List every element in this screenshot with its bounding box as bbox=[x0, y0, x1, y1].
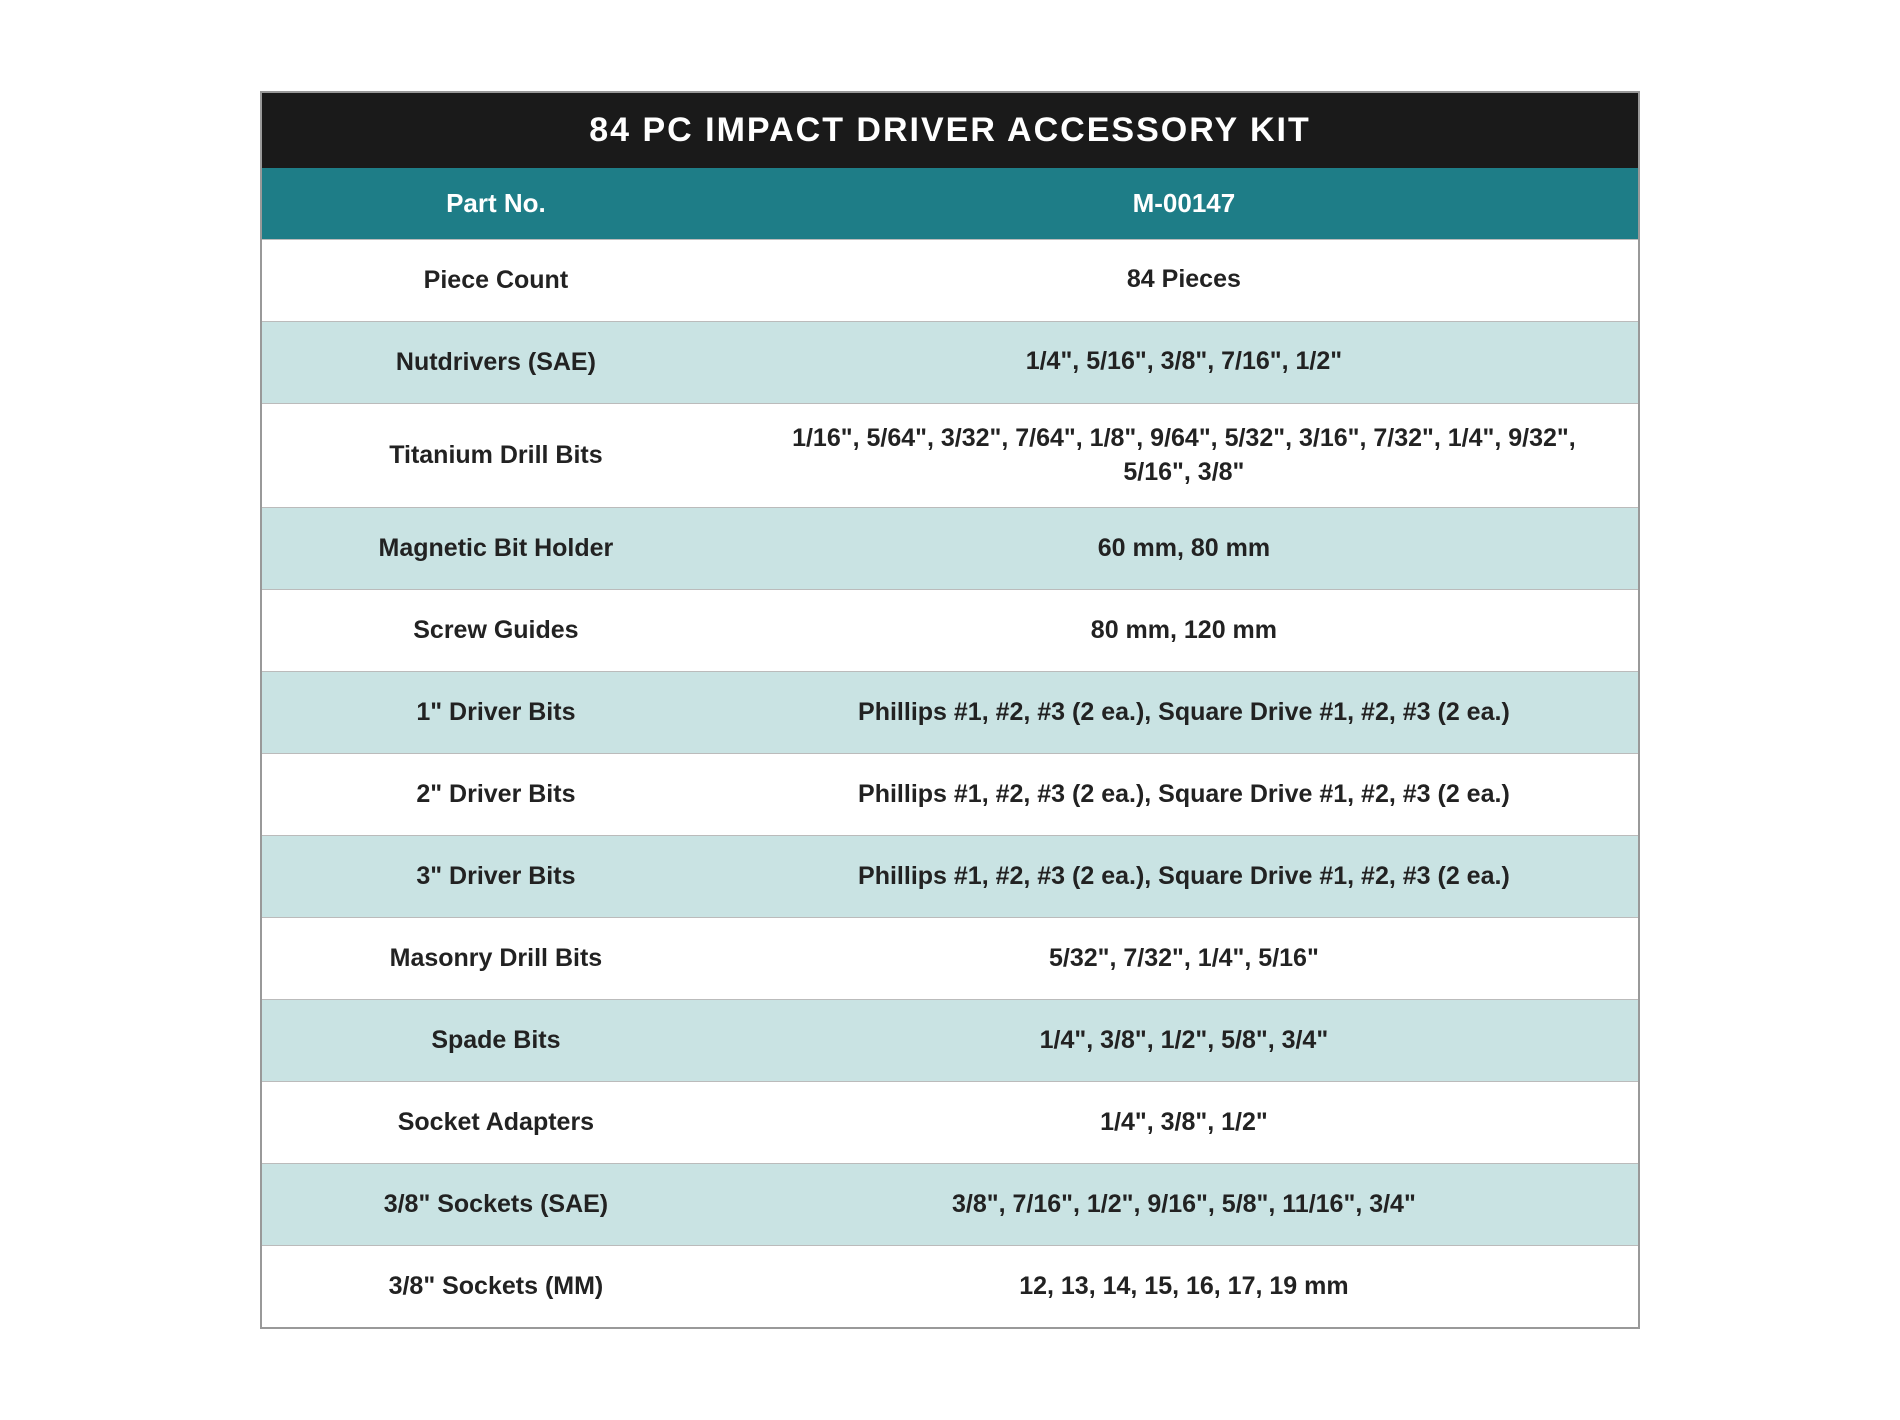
row-value: Phillips #1, #2, #3 (2 ea.), Square Driv… bbox=[730, 674, 1638, 752]
table-row: Magnetic Bit Holder60 mm, 80 mm bbox=[262, 507, 1638, 589]
table-row: 3/8" Sockets (SAE)3/8", 7/16", 1/2", 9/1… bbox=[262, 1163, 1638, 1245]
table-header-row: Part No. M-00147 bbox=[262, 168, 1638, 239]
row-label: Magnetic Bit Holder bbox=[262, 512, 730, 585]
row-label: 2" Driver Bits bbox=[262, 758, 730, 831]
row-value: 5/32", 7/32", 1/4", 5/16" bbox=[730, 920, 1638, 998]
row-label: Spade Bits bbox=[262, 1004, 730, 1077]
row-label: 3/8" Sockets (SAE) bbox=[262, 1168, 730, 1241]
header-value: M-00147 bbox=[730, 168, 1638, 239]
row-value: 84 Pieces bbox=[730, 241, 1638, 319]
table-row: 1" Driver BitsPhillips #1, #2, #3 (2 ea.… bbox=[262, 671, 1638, 753]
row-label: Titanium Drill Bits bbox=[262, 419, 730, 492]
row-value: 60 mm, 80 mm bbox=[730, 510, 1638, 588]
table-row: 3" Driver BitsPhillips #1, #2, #3 (2 ea.… bbox=[262, 835, 1638, 917]
row-label: 1" Driver Bits bbox=[262, 676, 730, 749]
table-row: 2" Driver BitsPhillips #1, #2, #3 (2 ea.… bbox=[262, 753, 1638, 835]
row-value: 12, 13, 14, 15, 16, 17, 19 mm bbox=[730, 1248, 1638, 1326]
table-row: Socket Adapters1/4", 3/8", 1/2" bbox=[262, 1081, 1638, 1163]
row-label: Masonry Drill Bits bbox=[262, 922, 730, 995]
table-row: Titanium Drill Bits1/16", 5/64", 3/32", … bbox=[262, 403, 1638, 508]
row-value: 80 mm, 120 mm bbox=[730, 592, 1638, 670]
row-value: 1/4", 3/8", 1/2" bbox=[730, 1084, 1638, 1162]
row-value: 1/4", 3/8", 1/2", 5/8", 3/4" bbox=[730, 1002, 1638, 1080]
table-row: Screw Guides80 mm, 120 mm bbox=[262, 589, 1638, 671]
table-row: 3/8" Sockets (MM)12, 13, 14, 15, 16, 17,… bbox=[262, 1245, 1638, 1327]
row-value: 1/16", 5/64", 3/32", 7/64", 1/8", 9/64",… bbox=[730, 404, 1638, 508]
table-row: Nutdrivers (SAE)1/4", 5/16", 3/8", 7/16"… bbox=[262, 321, 1638, 403]
header-label: Part No. bbox=[262, 168, 730, 239]
spec-table: 84 PC IMPACT DRIVER ACCESSORY KIT Part N… bbox=[260, 91, 1640, 1330]
table-row: Masonry Drill Bits5/32", 7/32", 1/4", 5/… bbox=[262, 917, 1638, 999]
table-row: Spade Bits1/4", 3/8", 1/2", 5/8", 3/4" bbox=[262, 999, 1638, 1081]
row-label: Nutdrivers (SAE) bbox=[262, 326, 730, 399]
row-label: 3" Driver Bits bbox=[262, 840, 730, 913]
row-value: Phillips #1, #2, #3 (2 ea.), Square Driv… bbox=[730, 838, 1638, 916]
row-label: Socket Adapters bbox=[262, 1086, 730, 1159]
table-row: Piece Count84 Pieces bbox=[262, 239, 1638, 321]
table-body: Piece Count84 PiecesNutdrivers (SAE)1/4"… bbox=[262, 239, 1638, 1328]
row-label: Piece Count bbox=[262, 244, 730, 317]
row-value: 1/4", 5/16", 3/8", 7/16", 1/2" bbox=[730, 323, 1638, 401]
table-title: 84 PC IMPACT DRIVER ACCESSORY KIT bbox=[262, 93, 1638, 168]
row-label: Screw Guides bbox=[262, 594, 730, 667]
row-value: 3/8", 7/16", 1/2", 9/16", 5/8", 11/16", … bbox=[730, 1166, 1638, 1244]
row-label: 3/8" Sockets (MM) bbox=[262, 1250, 730, 1323]
row-value: Phillips #1, #2, #3 (2 ea.), Square Driv… bbox=[730, 756, 1638, 834]
